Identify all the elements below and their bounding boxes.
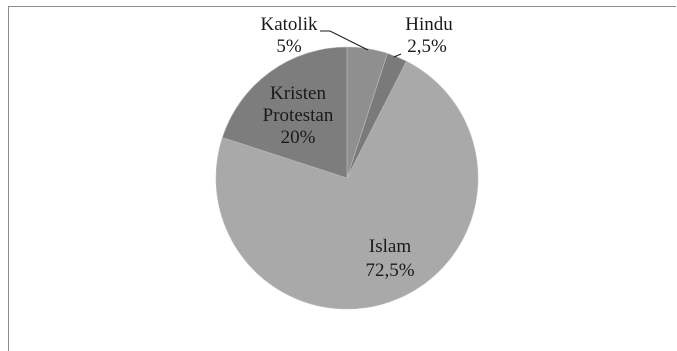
- slice-label-hindu: Hindu: [405, 14, 453, 35]
- slice-value-hindu: 2,5%: [407, 36, 447, 57]
- slice-label-katolik: Katolik: [261, 14, 318, 35]
- leader-line-katolik: [320, 30, 369, 51]
- pie-slice-islam: [215, 60, 479, 310]
- leader-line-hindu: [393, 53, 402, 58]
- pie-slice-kristen-protestan: [222, 46, 348, 179]
- slice-value-katolik: 5%: [276, 36, 302, 57]
- pie-slices: [215, 46, 479, 310]
- slice-value-kristen: 20%: [281, 127, 316, 148]
- slice-label-kristen-line2: Protestan: [263, 105, 334, 126]
- slice-label-kristen-line1: Kristen: [270, 83, 326, 104]
- chart-frame: [8, 6, 676, 351]
- slice-value-islam: 72,5%: [365, 260, 414, 281]
- slice-label-islam: Islam: [369, 236, 411, 257]
